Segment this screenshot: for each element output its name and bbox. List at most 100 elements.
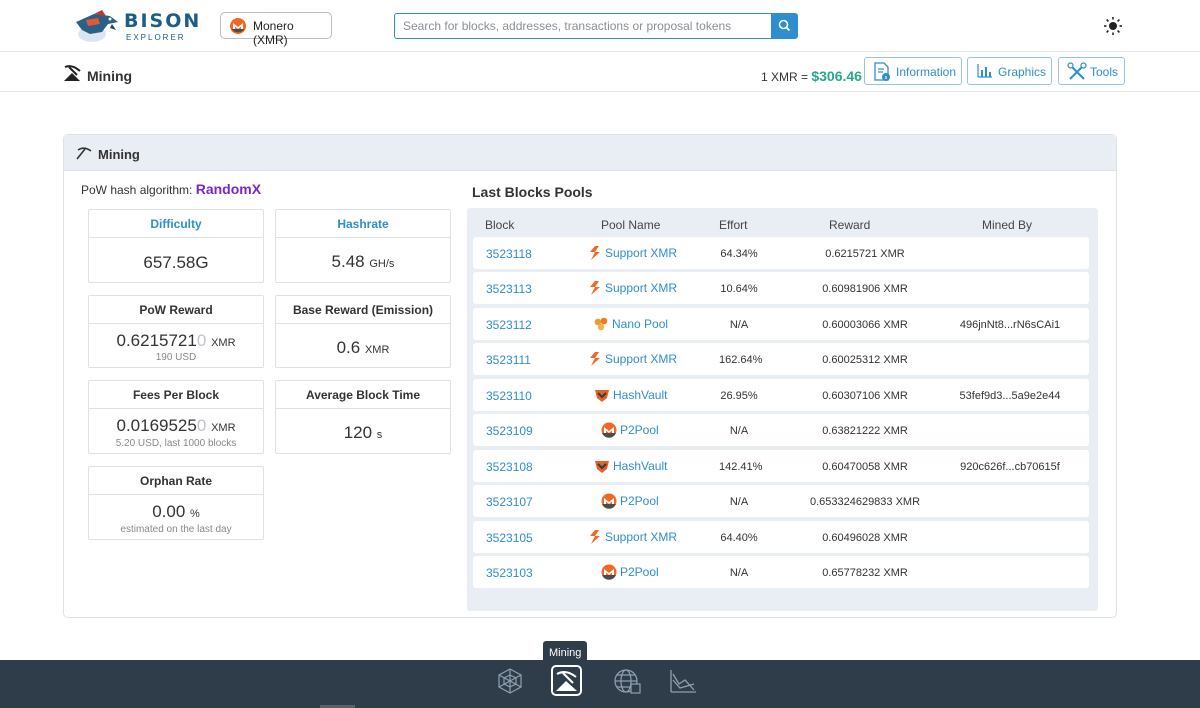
monero-icon (230, 18, 246, 34)
top-bar: BISON EXPLORER Monero (XMR) (0, 0, 1200, 52)
block-link[interactable]: 3523107 (486, 495, 533, 509)
reward-value: 0.60496028 XMR (822, 532, 908, 544)
fees-per-block-note: 5.20 USD, last 1000 blocks (115, 438, 237, 449)
pow-reward-usd: 190 USD (155, 352, 197, 363)
graphics-label: Graphics (998, 65, 1047, 79)
xmr-price: 1 XMR = $306.46 (761, 68, 862, 84)
effort-value: N/A (729, 567, 749, 579)
effort-value: N/A (729, 319, 749, 331)
effort-value: N/A (729, 425, 749, 437)
pool-name-link[interactable]: Nano Pool (612, 317, 669, 331)
price-value: $306.46 (811, 68, 862, 84)
block-link[interactable]: 3523118 (486, 247, 532, 261)
network-icon[interactable] (495, 666, 525, 696)
reward-value: 0.653324629833 XMR (809, 496, 921, 508)
supportxmr-icon (590, 281, 600, 295)
theme-toggle-sun-icon[interactable] (1103, 16, 1123, 36)
fees-per-block-value: 0.01695250 XMR (116, 416, 236, 435)
base-reward-value: 0.6 XMR (336, 338, 390, 357)
table-row: 3523109 P2Pool N/A 0.63821222 XMR (473, 414, 1089, 446)
block-link[interactable]: 3523109 (486, 424, 533, 438)
hashrate-box: Hashrate 5.48 GH/s (275, 209, 451, 283)
pool-name-link[interactable]: P2Pool (620, 423, 659, 437)
pow-reward-label: PoW Reward (89, 296, 263, 324)
information-label: Information (896, 65, 957, 79)
effort-value: 142.41% (719, 461, 763, 473)
block-link[interactable]: 3523112 (486, 318, 532, 332)
difficulty-label[interactable]: Difficulty (89, 210, 263, 238)
coin-selector[interactable]: Monero (XMR) (220, 12, 332, 47)
avg-block-time-value: 120 s (343, 423, 383, 442)
table-row: 3523111 Support XMR 162.64% 0.60025312 XMR (473, 343, 1089, 375)
block-link[interactable]: 3523105 (486, 531, 533, 545)
block-link[interactable]: 3523111 (486, 353, 531, 367)
p2pool-icon (601, 493, 617, 509)
reward-value: 0.60025312 XMR (822, 354, 908, 366)
information-button[interactable]: Information (864, 57, 962, 85)
p2pool-icon (601, 422, 617, 438)
mined-by-value: 920c626f...cb70615f (960, 461, 1060, 473)
nanopool-icon (594, 317, 608, 331)
nav-tooltip: Mining (543, 641, 588, 665)
block-link[interactable]: 3523108 (486, 460, 533, 474)
pool-name-link[interactable]: P2Pool (620, 494, 659, 508)
bar-chart-icon (977, 64, 992, 78)
hashrate-label[interactable]: Hashrate (276, 210, 450, 238)
pool-name-link[interactable]: Support XMR (605, 530, 678, 544)
column-header-mined-by: Mined By (982, 218, 1033, 232)
effort-value: 26.95% (720, 390, 758, 402)
price-label: 1 XMR = (761, 70, 809, 84)
chart-icon[interactable] (668, 666, 698, 696)
orphan-rate-box: Orphan Rate 0.00 % estimated on the last… (88, 466, 264, 540)
pool-name-link[interactable]: Support XMR (605, 246, 678, 260)
tools-button[interactable]: Tools (1058, 57, 1125, 85)
base-reward-label: Base Reward (Emission) (276, 296, 450, 324)
mining-card: Mining PoW hash algorithm: RandomX Diffi… (63, 134, 1117, 618)
effort-value: 64.34% (720, 248, 758, 260)
table-row: 3523118 Support XMR 64.34% 0.6215721 XMR (473, 237, 1089, 269)
pool-name-link[interactable]: HashVault (613, 388, 668, 402)
pool-name-link[interactable]: P2Pool (620, 565, 659, 579)
pow-reward-value: 0.62157210 XMR (116, 331, 236, 350)
algo-value: RandomX (195, 181, 262, 197)
effort-value: 64.40% (720, 532, 758, 544)
block-link[interactable]: 3523113 (486, 282, 532, 296)
column-header-effort: Effort (719, 218, 748, 232)
search-input[interactable] (394, 13, 772, 39)
card-header: Mining (64, 135, 1116, 171)
search-button[interactable] (771, 13, 798, 39)
orphan-rate-label: Orphan Rate (89, 467, 263, 495)
reward-value: 0.63821222 XMR (822, 425, 908, 437)
hashvault-icon (595, 461, 609, 473)
globe-icon[interactable] (612, 666, 642, 696)
avg-block-time-label: Average Block Time (276, 381, 450, 409)
supportxmr-icon (590, 246, 600, 260)
reward-value: 0.60307106 XMR (822, 390, 908, 402)
pickaxe-icon (64, 65, 81, 81)
block-link[interactable]: 3523110 (486, 389, 532, 403)
base-reward-box: Base Reward (Emission) 0.6 XMR (275, 295, 451, 368)
pool-name-link[interactable]: Support XMR (605, 281, 678, 295)
graphics-button[interactable]: Graphics (967, 57, 1052, 85)
table-row: 3523105 Support XMR 64.40% 0.60496028 XMR (473, 521, 1089, 553)
algo-label: PoW hash algorithm: (81, 183, 193, 197)
mining-icon[interactable] (551, 665, 582, 696)
pickaxe-icon (76, 147, 92, 160)
mined-by-value: 496jnNt8...rN6sCAi1 (959, 319, 1061, 331)
fees-per-block-label: Fees Per Block (89, 381, 263, 409)
orphan-rate-value: 0.00 % (152, 502, 200, 521)
avg-block-time-box: Average Block Time 120 s (275, 380, 451, 454)
pool-name-link[interactable]: HashVault (613, 459, 668, 473)
bison-logo-icon (76, 10, 118, 42)
sub-header: Mining 1 XMR = $306.46 Information Graph… (0, 53, 1200, 92)
column-header-pool-name: Pool Name (601, 218, 661, 232)
pow-reward-box: PoW Reward 0.62157210 XMR 190 USD (88, 295, 264, 368)
scroll-indicator (320, 705, 355, 708)
difficulty-box: Difficulty 657.58G (88, 209, 264, 283)
pool-name-link[interactable]: Support XMR (605, 352, 678, 366)
tools-label: Tools (1090, 65, 1119, 79)
block-link[interactable]: 3523103 (486, 566, 533, 580)
column-header-reward: Reward (829, 218, 871, 232)
table-row: 3523108 HashVault 142.41% 0.60470058 XMR 920… (473, 450, 1089, 482)
logo[interactable]: BISON EXPLORER (72, 8, 202, 44)
